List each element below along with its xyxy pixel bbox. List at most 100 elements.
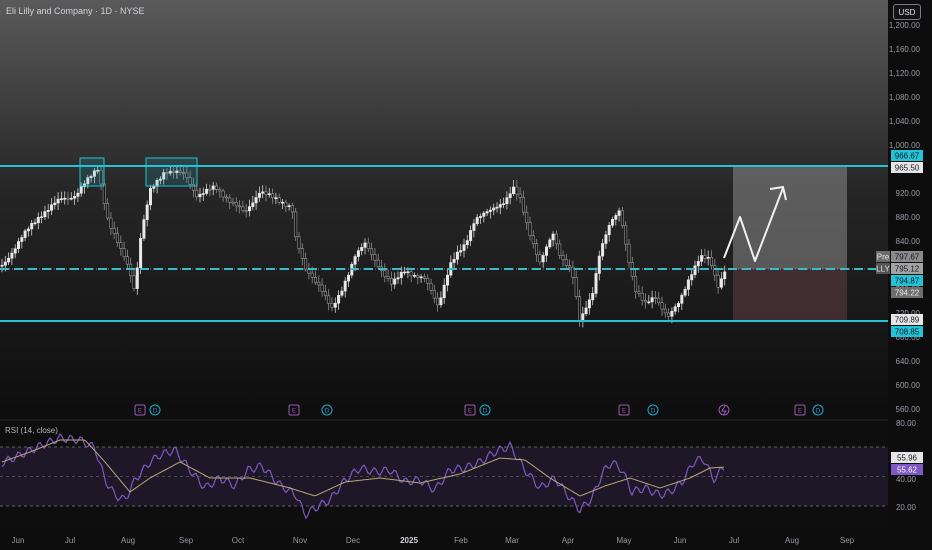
candle [683, 286, 687, 298]
candle [383, 263, 387, 283]
candle [462, 238, 466, 258]
badge-pre-value [891, 251, 923, 262]
candle [485, 208, 489, 217]
candle [30, 219, 34, 236]
candle [706, 250, 710, 266]
badge-support-bottom [891, 326, 923, 337]
candle [617, 207, 621, 222]
candle [620, 206, 624, 229]
badge-support-top [891, 314, 923, 325]
up-right-arrow-icon[interactable] [723, 185, 787, 262]
rsi-tick-label: 80.00 [896, 419, 917, 428]
candle [518, 187, 522, 204]
candle [106, 198, 110, 221]
badge-resistance-bottom-text: 965.50 [895, 164, 920, 173]
candle [208, 184, 212, 196]
currency-button[interactable]: USD [893, 4, 921, 20]
candle [393, 272, 397, 289]
candle [709, 250, 713, 269]
candle [36, 212, 40, 230]
badge-mid-lower-text: 794.22 [895, 289, 920, 298]
candle [564, 253, 568, 270]
candle [158, 176, 162, 185]
rsi-title[interactable]: RSI (14, close) [5, 426, 58, 435]
candle [0, 258, 4, 273]
candle [290, 202, 294, 219]
candle [317, 275, 321, 292]
earnings-icon[interactable]: E [134, 404, 146, 416]
target-zone[interactable] [733, 166, 847, 269]
candle [426, 274, 430, 291]
candlestick-series [0, 164, 727, 328]
candle [373, 248, 377, 267]
price-tick-label: 1,200.00 [889, 21, 921, 30]
badge-ticker-value [891, 263, 923, 274]
candle [337, 290, 341, 310]
lightning-icon[interactable] [718, 404, 730, 416]
candle [7, 252, 11, 265]
earnings-icon[interactable]: E [794, 404, 806, 416]
candle [455, 245, 459, 265]
time-tick-label: Dec [346, 536, 360, 545]
dividend-icon[interactable]: D [812, 404, 824, 416]
candle [238, 200, 242, 214]
candle [287, 203, 291, 211]
candle [23, 228, 27, 242]
candle [584, 301, 588, 317]
candle [660, 296, 664, 317]
price-tick-label: 1,080.00 [889, 93, 921, 102]
earnings-icon[interactable]: E [618, 404, 630, 416]
highlight-box-2[interactable] [145, 157, 198, 187]
time-tick-label: Jul [65, 536, 75, 545]
event-marker-letter: D [153, 409, 158, 415]
ticker-title[interactable]: Eli Lilly and Company · 1D · NYSE [6, 6, 145, 16]
candle [333, 297, 337, 313]
candle [79, 182, 83, 197]
candle [696, 255, 700, 273]
candle [574, 270, 578, 300]
candle [505, 191, 509, 210]
rsi-axis[interactable]: 80.00 40.00 20.00 [896, 419, 917, 512]
candle [637, 285, 641, 298]
candle [323, 284, 327, 301]
candle [257, 186, 261, 202]
candle [66, 191, 70, 205]
candle [168, 166, 172, 176]
time-tick-label: Jul [729, 536, 739, 545]
candle [241, 200, 245, 213]
candle [551, 231, 555, 247]
candle [356, 247, 360, 262]
price-tick-label: 920.00 [896, 189, 921, 198]
dividend-icon[interactable]: D [647, 404, 659, 416]
time-tick-label: Jun [674, 536, 687, 545]
dividend-icon[interactable]: D [149, 404, 161, 416]
price-tick-label: 1,120.00 [889, 69, 921, 78]
dividend-icon[interactable]: D [479, 404, 491, 416]
candle [135, 261, 139, 295]
earnings-icon[interactable]: E [464, 404, 476, 416]
candle [300, 243, 304, 266]
stop-zone[interactable] [733, 269, 847, 321]
event-marker-letter: D [816, 409, 821, 415]
candle [125, 249, 129, 270]
earnings-icon[interactable]: E [288, 404, 300, 416]
time-tick-label: 2025 [400, 536, 418, 545]
candle [601, 238, 605, 261]
candle [304, 252, 308, 272]
candle [663, 303, 667, 318]
highlight-box-1[interactable] [79, 157, 105, 187]
candle [667, 308, 671, 321]
candle [340, 286, 344, 298]
candle [182, 165, 186, 180]
candle [502, 197, 506, 209]
candle [690, 270, 694, 286]
candle [703, 248, 707, 264]
dividend-icon[interactable]: D [321, 404, 333, 416]
candle [634, 270, 638, 299]
candle [604, 230, 608, 249]
badge-pre-label-text: Pre [877, 253, 890, 262]
time-axis[interactable]: Jun Jul Aug Sep Oct Nov Dec 2025 Feb Mar Apr May Jun… [12, 536, 855, 545]
